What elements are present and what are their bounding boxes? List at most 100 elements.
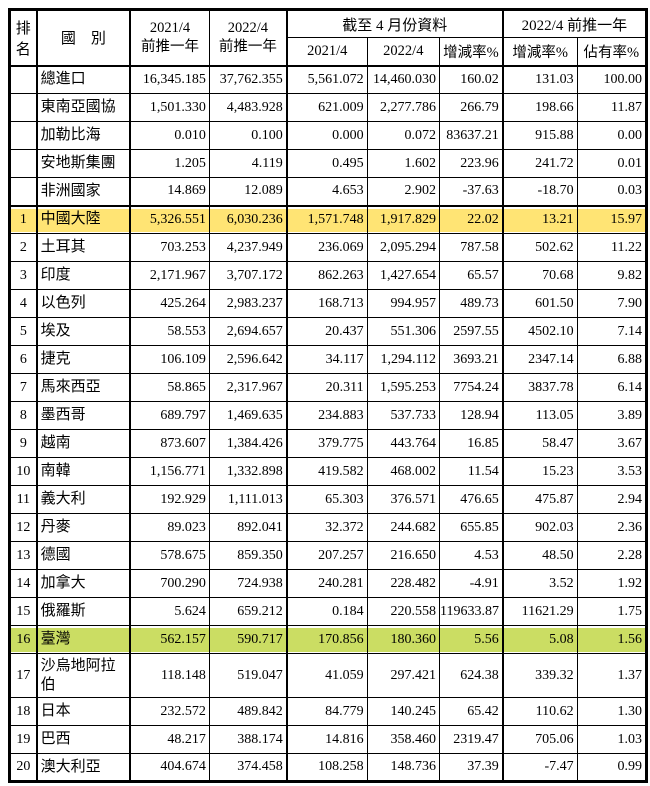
value-cell: 6.88 [576, 345, 648, 374]
value-cell: 5.08 [502, 625, 578, 654]
value-cell: 2.36 [576, 513, 648, 542]
value-cell: 234.883 [286, 401, 368, 430]
value-cell: 689.797 [129, 401, 210, 430]
col-header-2022-prev-year-line1: 2022/4 [227, 19, 268, 36]
col-header-2022-prev-year-line2: 前推一年 [218, 38, 277, 55]
value-cell: 443.764 [366, 429, 440, 458]
rank-cell: 17 [8, 653, 38, 698]
value-cell: 13.21 [502, 204, 578, 234]
value-cell: 3.67 [576, 429, 648, 458]
value-cell: 873.607 [129, 429, 210, 458]
value-cell: 578.675 [129, 541, 210, 570]
group-header-as-of-april: 截至 4 月份資料 [286, 9, 504, 38]
rank-cell: 19 [8, 725, 38, 754]
value-cell: 902.03 [502, 513, 578, 542]
table-row: 2 土耳其 703.253 4,237.949 236.069 2,095.294 787.… [8, 233, 648, 262]
value-cell: 216.650 [366, 541, 440, 570]
value-cell: 34.117 [286, 345, 368, 374]
value-cell: 379.775 [286, 429, 368, 458]
value-cell: 601.50 [502, 289, 578, 318]
value-cell: 0.00 [576, 121, 648, 150]
value-cell: 168.713 [286, 289, 368, 318]
value-cell: 537.733 [366, 401, 440, 430]
value-cell: 4,483.928 [208, 93, 288, 122]
value-cell: 37,762.355 [208, 65, 288, 94]
value-cell: 915.88 [502, 121, 578, 150]
value-cell: 192.929 [129, 485, 210, 514]
value-cell: 0.03 [576, 177, 648, 206]
value-cell: 0.010 [129, 121, 210, 150]
value-cell: 2.28 [576, 541, 648, 570]
value-cell: 14.816 [286, 725, 368, 754]
value-cell: 7.14 [576, 317, 648, 346]
table-row: 16 臺灣 562.157 590.717 170.856 180.360 5.56 5.08… [8, 625, 648, 654]
country-cell: 捷克 [36, 345, 132, 374]
rank-cell: 9 [8, 429, 38, 458]
value-cell: 15.23 [502, 457, 578, 486]
col-header-april-2021: 2021/4 [286, 37, 368, 67]
table-body: 總進口 16,345.185 37,762.355 5,561.072 14,460.0… [8, 65, 648, 782]
value-cell: 100.00 [576, 65, 648, 94]
value-cell: 65.42 [438, 697, 504, 726]
country-cell: 土耳其 [36, 233, 132, 262]
col-header-change-rate-april: 增減率% [438, 37, 504, 67]
rank-cell [8, 149, 38, 178]
value-cell: 502.62 [502, 233, 578, 262]
value-cell: 724.938 [208, 569, 288, 598]
value-cell: 41.059 [286, 653, 368, 698]
value-cell: 108.258 [286, 753, 368, 782]
value-cell: 223.96 [438, 149, 504, 178]
value-cell: 2,983.237 [208, 289, 288, 318]
country-cell: 沙烏地阿拉伯 [36, 653, 132, 698]
value-cell: 562.157 [129, 625, 210, 654]
country-cell: 越南 [36, 429, 132, 458]
header-row-subcolumns: 2021/4 2022/4 增減率% 增減率% 佔有率% [10, 37, 648, 67]
value-cell: 32.372 [286, 513, 368, 542]
value-cell: 2,171.967 [129, 261, 210, 290]
value-cell: 659.212 [208, 597, 288, 626]
rank-cell: 11 [8, 485, 38, 514]
col-header-share-rate: 佔有率% [576, 37, 648, 67]
value-cell: 37.39 [438, 753, 504, 782]
value-cell: 131.03 [502, 65, 578, 94]
value-cell: 198.66 [502, 93, 578, 122]
value-cell: 297.421 [366, 653, 440, 698]
table-row: 4 以色列 425.264 2,983.237 168.713 994.957 489.73… [8, 289, 648, 318]
table-row: 東南亞國協 1,501.330 4,483.928 621.009 2,277.786 2… [8, 93, 648, 122]
value-cell: 11.22 [576, 233, 648, 262]
value-cell: 358.460 [366, 725, 440, 754]
value-cell: -18.70 [502, 177, 578, 206]
value-cell: 5.56 [438, 625, 504, 654]
rank-cell: 3 [8, 261, 38, 290]
value-cell: 20.437 [286, 317, 368, 346]
rank-cell: 13 [8, 541, 38, 570]
value-cell: 3.52 [502, 569, 578, 598]
value-cell: 5.624 [129, 597, 210, 626]
value-cell: 4.653 [286, 177, 368, 206]
rank-cell: 8 [8, 401, 38, 430]
value-cell: 2347.14 [502, 345, 578, 374]
value-cell: 232.572 [129, 697, 210, 726]
value-cell: 110.62 [502, 697, 578, 726]
country-cell: 加勒比海 [36, 121, 132, 150]
value-cell: 2,277.786 [366, 93, 440, 122]
value-cell: 207.257 [286, 541, 368, 570]
table-row: 非洲國家 14.869 12.089 4.653 2.902 -37.63 -18.70 0.… [8, 177, 648, 206]
table-header: 排名 國 別 2021/4 前推一年 2022/4 前推一年 截至 4 月份資料… [8, 9, 648, 67]
value-cell: 590.717 [208, 625, 288, 654]
value-cell: 2.94 [576, 485, 648, 514]
table-row: 5 埃及 58.553 2,694.657 20.437 551.306 2597.55 45… [8, 317, 648, 346]
value-cell: 489.842 [208, 697, 288, 726]
value-cell: 3,707.172 [208, 261, 288, 290]
value-cell: 106.109 [129, 345, 210, 374]
value-cell: 14.869 [129, 177, 210, 206]
table-row: 15 俄羅斯 5.624 659.212 0.184 220.558 119633.87 11… [8, 597, 648, 626]
value-cell: 489.73 [438, 289, 504, 318]
value-cell: 862.263 [286, 261, 368, 290]
rank-cell: 12 [8, 513, 38, 542]
value-cell: 655.85 [438, 513, 504, 542]
value-cell: 180.360 [366, 625, 440, 654]
country-cell: 俄羅斯 [36, 597, 132, 626]
value-cell: 700.290 [129, 569, 210, 598]
country-cell: 印度 [36, 261, 132, 290]
